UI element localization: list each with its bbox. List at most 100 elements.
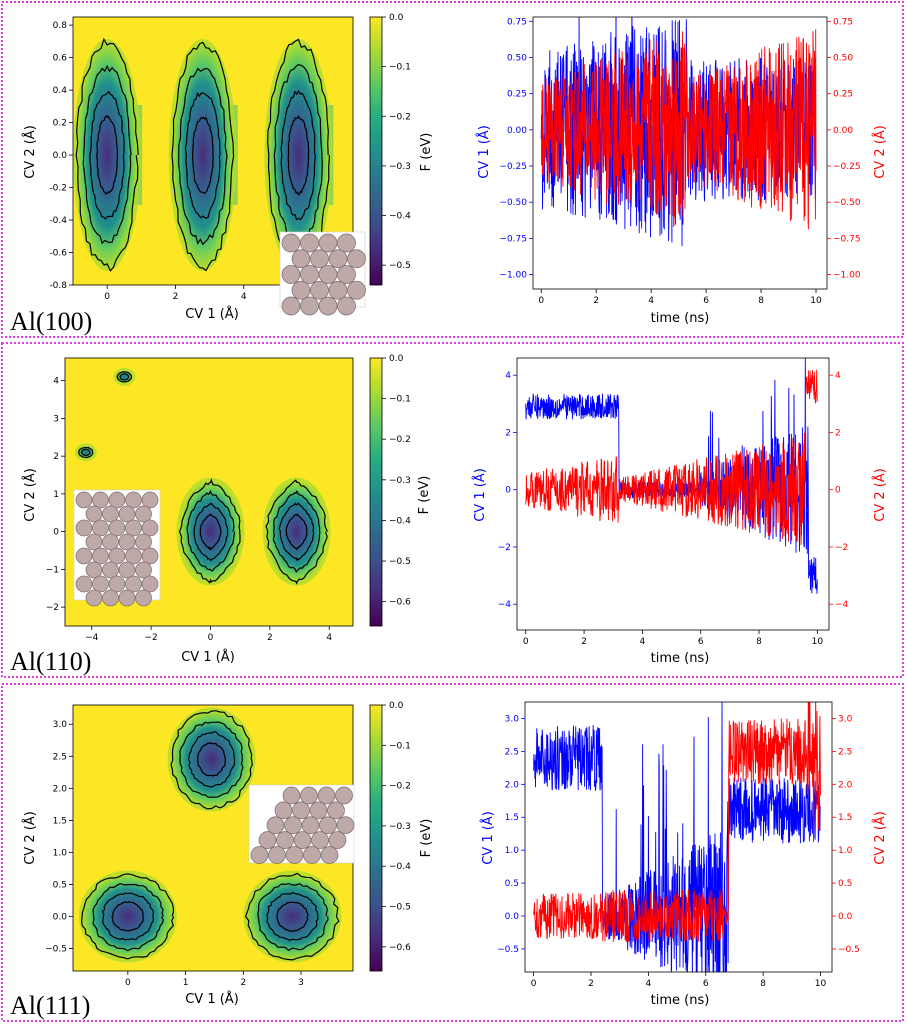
fes-ytick-label: −0.5 [45,945,67,955]
atom [85,533,103,551]
ts-xtick-label: 6 [698,637,704,647]
atom [318,296,338,316]
fes-contour-line [257,882,329,952]
ts-ytick-right-label: −2 [835,543,848,553]
fes-ytick-label: 1.0 [53,848,68,858]
fes-ytick-label: -0.4 [49,216,67,226]
colorbar-tick-label: −0.5 [389,261,411,271]
ts-xtick-label: 10 [810,296,822,306]
fes-contour-line [184,92,221,219]
fes-contour-line [187,731,236,788]
fes-ytick-label: 0.2 [53,119,67,129]
fes-contour-line [178,478,241,584]
ts-ylabel-right: CV 2 (Å) [872,468,888,522]
atom [303,846,321,864]
fes-contour-line [170,710,253,810]
atom [268,846,286,864]
atom [141,491,159,509]
ts-ytick-left-label: 0.50 [507,54,527,64]
atom [75,519,93,537]
atom [125,519,142,537]
ts-axes-frame [532,16,828,290]
fes-xtick-label: 4 [326,633,332,643]
fes-contour-line [244,872,340,961]
atom [92,491,109,509]
fes-basin [247,874,338,959]
fes-contour-line [273,63,323,247]
fes-axes-frame [72,16,354,286]
fes-contour-line [193,502,229,562]
ts-xtick-label: 10 [815,979,827,989]
colorbar-tick-label: −0.3 [389,476,411,486]
ts-ytick-right-label: 4 [835,371,841,381]
fes-xtick-label: 4 [241,292,247,302]
colorbar-tick-label: −0.2 [389,435,411,445]
atom [125,575,142,593]
atom [102,561,119,579]
fes-ytick-label: 2.0 [53,784,68,794]
panel-label: Al(110) [10,647,91,676]
ts-xtick-label: 4 [646,979,652,989]
atom [347,280,366,300]
colorbar-tick-label: −0.4 [389,212,411,222]
ts-xtick-label: 8 [758,296,764,306]
fes-contour-line [278,502,315,561]
colorbar-label: F (eV) [417,476,432,515]
colorbar [369,357,383,627]
atom [281,296,301,316]
fes-ytick-label: 0.0 [53,913,68,923]
ts-ytick-right-label: −1.00 [833,271,861,281]
atom [301,816,320,835]
ts-xtick-label: 2 [581,637,587,647]
fes-plot-area [74,367,331,586]
ts-xlabel: time (ns) [651,651,710,666]
ts-ytick-right-label: −0.50 [833,198,861,208]
ts-ytick-right-label: 1.5 [838,813,852,823]
atom [75,575,93,593]
colorbar-tick-label: −0.2 [389,782,411,792]
atom [300,786,318,805]
fes-basin [77,43,138,268]
atom [328,831,347,849]
atom [92,575,109,593]
fes-contour-line [178,67,228,246]
ts-axes-frame [524,701,833,973]
colorbar-tick-label: 0.0 [389,701,404,711]
fes-contour-line [266,892,319,942]
atom [291,280,311,300]
fes-xlabel: CV 1 (Å) [185,991,239,1007]
panel-frame-al110 [1,342,904,678]
atom [318,265,338,284]
atom [347,249,366,269]
atom [85,505,103,523]
fes-contour-line [186,489,236,572]
fes-ytick-label: -0.6 [49,249,67,259]
ts-xtick-label: 0 [523,637,529,647]
atom [258,831,277,849]
ts-ytick-right-label: −0.5 [838,945,860,955]
colorbar-tick-label: −0.3 [389,162,411,172]
fes-ytick-label: 0 [53,528,59,538]
atom [141,547,159,565]
ts-ytick-right-label: 1.0 [838,846,853,856]
fes-contour-line [272,490,321,573]
atom [85,561,103,579]
fes-contour-line [171,41,235,272]
atom [141,575,159,593]
colorbar-tick-label: −0.5 [389,557,411,567]
ts-ytick-right-label: 0.5 [838,879,852,889]
ts-ytick-right-label: −0.25 [833,162,861,172]
fes-ytick-label: −2 [46,603,59,613]
atom [118,505,136,523]
panel-frame-al100 [1,1,904,338]
panel-label: Al(100) [10,307,92,336]
fes-contour-line [276,901,309,932]
ts-ytick-left-label: −0.50 [499,198,527,208]
ts-ylabel-right: CV 2 (Å) [872,811,888,865]
ts-xlabel: time (ns) [651,993,710,1008]
atom [335,786,353,805]
fes-contour-line [196,742,227,777]
fes-contour-line [101,892,155,941]
colorbar [369,16,383,286]
fes-ytick-label: 1.5 [53,816,67,826]
